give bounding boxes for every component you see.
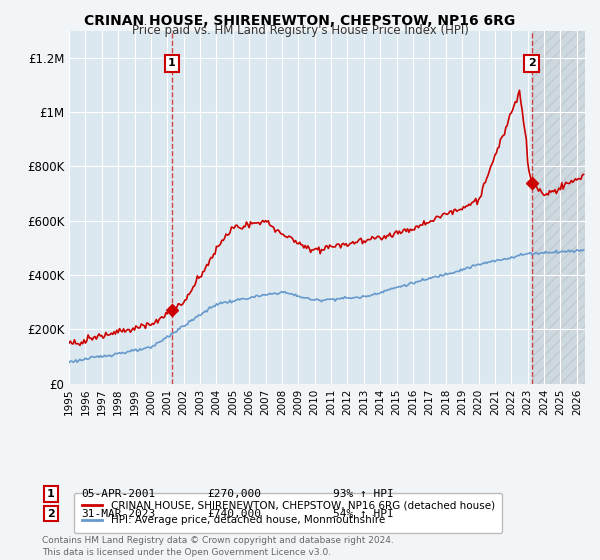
Text: 2: 2: [47, 508, 55, 519]
Text: Price paid vs. HM Land Registry's House Price Index (HPI): Price paid vs. HM Land Registry's House …: [131, 24, 469, 37]
Text: 54% ↑ HPI: 54% ↑ HPI: [333, 508, 394, 519]
Text: 93% ↑ HPI: 93% ↑ HPI: [333, 489, 394, 499]
Text: 1: 1: [47, 489, 55, 499]
Text: £270,000: £270,000: [207, 489, 261, 499]
Text: CRINAN HOUSE, SHIRENEWTON, CHEPSTOW, NP16 6RG: CRINAN HOUSE, SHIRENEWTON, CHEPSTOW, NP1…: [85, 14, 515, 28]
Text: £740,000: £740,000: [207, 508, 261, 519]
Text: 31-MAR-2023: 31-MAR-2023: [81, 508, 155, 519]
Bar: [532, 31, 585, 384]
Legend: CRINAN HOUSE, SHIRENEWTON, CHEPSTOW, NP16 6RG (detached house), HPI: Average pri: CRINAN HOUSE, SHIRENEWTON, CHEPSTOW, NP1…: [74, 493, 502, 533]
Text: 2: 2: [528, 58, 535, 68]
Text: 1: 1: [168, 58, 176, 68]
Text: Contains HM Land Registry data © Crown copyright and database right 2024.
This d: Contains HM Land Registry data © Crown c…: [42, 536, 394, 557]
Text: 05-APR-2001: 05-APR-2001: [81, 489, 155, 499]
